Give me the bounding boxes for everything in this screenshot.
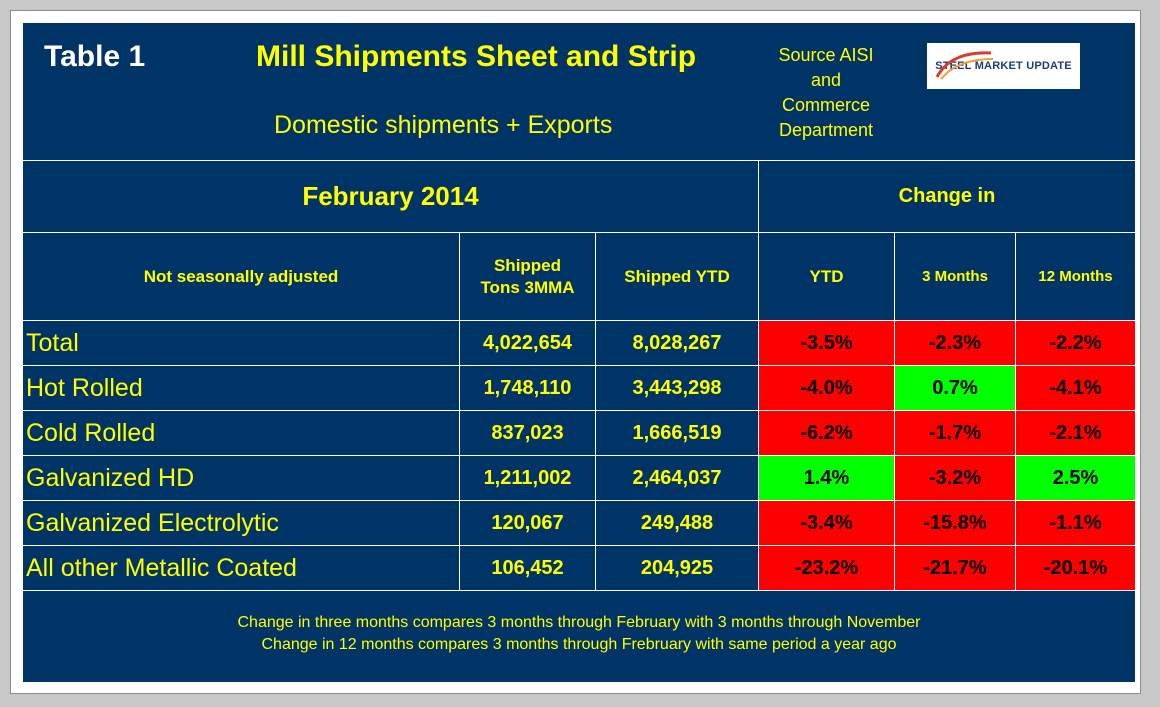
source-line: Commerce xyxy=(781,95,870,115)
shipped-3mma-cell: 106,452 xyxy=(459,545,596,591)
change-ytd-cell: -3.5% xyxy=(758,320,895,366)
footnote-twelve-months: Change in 12 months compares 3 months th… xyxy=(261,636,897,653)
change-3m-cell: -2.3% xyxy=(894,320,1016,366)
shipped-3mma-cell: 120,067 xyxy=(459,500,596,546)
change-ytd-cell: 1.4% xyxy=(758,455,895,501)
source-line: Source AISI xyxy=(778,45,874,65)
steel-market-update-logo: STEEL MARKET UPDATE xyxy=(927,43,1080,89)
row-label: Cold Rolled xyxy=(22,410,460,456)
source-line: and xyxy=(810,70,842,90)
change-3m-cell: -3.2% xyxy=(894,455,1016,501)
shipped-3mma-cell: 1,211,002 xyxy=(459,455,596,501)
footnote-three-months: Change in three months compares 3 months… xyxy=(237,614,921,631)
shipped-3mma-cell: 4,022,654 xyxy=(459,320,596,366)
change-ytd-cell: -4.0% xyxy=(758,365,895,411)
row-label: Total xyxy=(22,320,460,366)
column-header-category: Not seasonally adjusted xyxy=(22,232,460,321)
column-header-line: Shipped xyxy=(493,255,562,275)
row-label: Galvanized HD xyxy=(22,455,460,501)
change-ytd-cell: -6.2% xyxy=(758,410,895,456)
shipped-ytd-cell: 1,666,519 xyxy=(595,410,759,456)
change-3m-cell: -1.7% xyxy=(894,410,1016,456)
shipped-ytd-cell: 2,464,037 xyxy=(595,455,759,501)
logo-swoosh-icon xyxy=(935,51,994,80)
table-label: Table 1 xyxy=(44,40,146,73)
change-header: Change in xyxy=(758,160,1136,233)
period-header: February 2014 xyxy=(22,160,759,233)
shipped-ytd-cell: 249,488 xyxy=(595,500,759,546)
source-line: Department xyxy=(778,120,874,140)
change-3m-cell: 0.7% xyxy=(894,365,1016,411)
change-12m-cell: -1.1% xyxy=(1015,500,1136,546)
change-12m-cell: 2.5% xyxy=(1015,455,1136,501)
logo-text: STEEL MARKET UPDATE xyxy=(935,60,1072,72)
shipped-ytd-cell: 3,443,298 xyxy=(595,365,759,411)
column-header-ytd: YTD xyxy=(758,232,895,321)
column-header-12-months: 12 Months xyxy=(1015,232,1136,321)
change-3m-cell: -21.7% xyxy=(894,545,1016,591)
change-12m-cell: -2.2% xyxy=(1015,320,1136,366)
source-note: Source AISI and Commerce Department xyxy=(764,43,888,143)
change-12m-cell: -4.1% xyxy=(1015,365,1136,411)
page-subtitle: Domestic shipments + Exports xyxy=(274,111,613,139)
row-label: Galvanized Electrolytic xyxy=(22,500,460,546)
column-header-line: Tons 3MMA xyxy=(480,277,575,297)
shipped-3mma-cell: 837,023 xyxy=(459,410,596,456)
column-header-shipped-ytd: Shipped YTD xyxy=(595,232,759,321)
change-ytd-cell: -3.4% xyxy=(758,500,895,546)
shipped-ytd-cell: 204,925 xyxy=(595,545,759,591)
page-title: Mill Shipments Sheet and Strip xyxy=(256,40,697,73)
column-header-shipped-3mma: Shipped Tons 3MMA xyxy=(459,232,596,321)
change-3m-cell: -15.8% xyxy=(894,500,1016,546)
change-12m-cell: -20.1% xyxy=(1015,545,1136,591)
footnotes: Change in three months compares 3 months… xyxy=(22,612,1136,656)
row-label: Hot Rolled xyxy=(22,365,460,411)
shipped-ytd-cell: 8,028,267 xyxy=(595,320,759,366)
footer-band xyxy=(22,590,1136,683)
column-header-3-months: 3 Months xyxy=(894,232,1016,321)
shipped-3mma-cell: 1,748,110 xyxy=(459,365,596,411)
change-12m-cell: -2.1% xyxy=(1015,410,1136,456)
row-label: All other Metallic Coated xyxy=(22,545,460,591)
change-ytd-cell: -23.2% xyxy=(758,545,895,591)
